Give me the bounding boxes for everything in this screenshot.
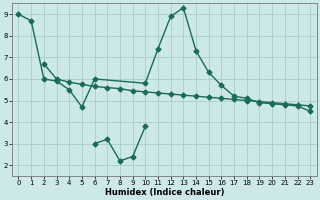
X-axis label: Humidex (Indice chaleur): Humidex (Indice chaleur) bbox=[105, 188, 224, 197]
